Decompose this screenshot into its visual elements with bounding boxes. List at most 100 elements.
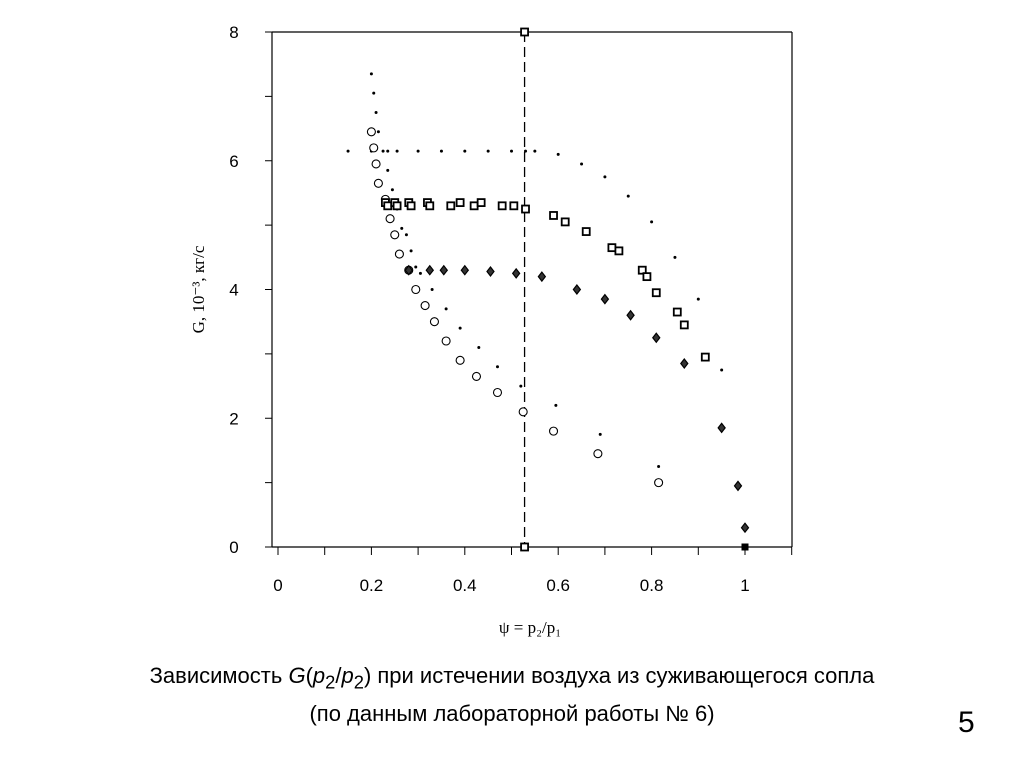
caption-line-2: (по данным лабораторной работы № 6) — [309, 701, 715, 727]
square-point — [607, 243, 617, 253]
diamond-point — [460, 264, 470, 276]
circle-point — [390, 230, 400, 240]
square-point — [406, 201, 416, 211]
diamond-point — [740, 522, 750, 534]
dot-point — [416, 149, 420, 153]
axis-tick-labels: 0 2 4 6 8 0 0.2 0.4 0.6 0.8 1 — [229, 23, 749, 595]
dot-point — [418, 271, 422, 275]
dot-point — [495, 365, 499, 369]
y-tick-label: 6 — [229, 152, 238, 171]
caption-p-a: p — [312, 663, 326, 688]
circle-point — [420, 301, 430, 311]
dot-point — [386, 168, 390, 172]
dot-point — [404, 233, 408, 237]
chart: 0 2 4 6 8 0 0.2 0.4 0.6 0.8 1 ψ = p₂/p₁ G, 10⁻³, к… — [189, 23, 793, 637]
dot-point — [400, 226, 404, 230]
dot-point — [510, 149, 513, 153]
dot-point — [556, 152, 560, 156]
dot-point — [374, 110, 378, 114]
square-point — [455, 198, 465, 207]
square-point — [614, 246, 624, 256]
dot-point — [395, 149, 399, 153]
dot-point — [376, 130, 380, 134]
dot-point — [603, 175, 607, 179]
caption-sub-b: 2 — [353, 671, 364, 693]
caption-slash: / — [335, 663, 342, 688]
dot-point — [650, 220, 654, 224]
square-point — [581, 227, 591, 236]
square-point — [509, 201, 519, 211]
diamond-point — [439, 264, 449, 276]
square-point — [392, 201, 402, 211]
dot-point — [414, 265, 418, 269]
dot-point — [458, 326, 462, 330]
square-point — [497, 201, 507, 211]
square-point — [476, 198, 486, 207]
dot-point — [696, 297, 700, 301]
square-point — [520, 27, 529, 37]
dot-point — [430, 288, 434, 291]
plot-frame — [271, 31, 793, 548]
circle-point — [371, 159, 381, 169]
square-point — [672, 307, 682, 317]
y-tick-label: 4 — [229, 281, 238, 300]
diamond-point — [733, 480, 743, 492]
axis-ticks — [265, 31, 793, 555]
y-tick-label: 2 — [229, 409, 238, 428]
dot-point — [477, 345, 481, 349]
circle-point — [373, 178, 383, 188]
square-point — [521, 204, 530, 214]
y-axis-title: G, 10⁻³, кг/с — [189, 245, 208, 333]
dot-point — [554, 403, 558, 407]
diamond-point — [511, 267, 521, 279]
square-point — [425, 201, 435, 211]
dot-point — [486, 149, 490, 153]
caption-paren-open: ( — [305, 663, 313, 688]
square-point — [469, 201, 479, 211]
caption-line-1: Зависимость G(p2/p2) при истечении возду… — [0, 660, 1024, 698]
caption-sub-a: 2 — [325, 671, 336, 693]
dot-point — [444, 307, 448, 311]
figure-caption: Зависимость G(p2/p2) при истечении возду… — [0, 660, 1024, 730]
dot-point — [533, 149, 537, 153]
dot-point — [524, 149, 528, 153]
circle-point — [654, 478, 664, 488]
diamond-point — [425, 264, 435, 276]
dot-point — [372, 91, 376, 95]
circle-point — [471, 371, 482, 381]
circle-point — [385, 214, 395, 224]
circle-point — [429, 317, 439, 327]
diamond-point — [680, 358, 689, 370]
dot-point — [598, 432, 602, 436]
y-tick-label: 0 — [229, 538, 238, 557]
caption-g-symbol: G — [288, 663, 306, 688]
square-point — [446, 201, 456, 211]
dot-point — [580, 162, 584, 166]
square-point — [549, 211, 558, 220]
dot-point — [439, 149, 443, 153]
x-tick-label: 1 — [740, 576, 749, 595]
circle-point — [366, 127, 376, 137]
diamond-point — [626, 309, 635, 321]
diamond-point — [486, 265, 495, 277]
dot-point — [409, 249, 413, 253]
dot-point — [720, 368, 724, 372]
dot-point — [463, 149, 467, 153]
slide-number: 5 — [958, 706, 975, 739]
dot-point — [381, 149, 385, 153]
circle-point — [369, 143, 379, 153]
diamond-point — [572, 284, 582, 295]
x-tick-label: 0.6 — [546, 576, 570, 595]
dot-point — [657, 465, 661, 469]
circle-point — [441, 336, 451, 346]
caption-prefix: Зависимость — [149, 663, 289, 688]
square-point — [700, 352, 710, 362]
dot-point — [390, 188, 394, 192]
circle-point — [548, 426, 559, 436]
dot-point — [626, 194, 630, 198]
dot-point — [673, 255, 677, 259]
x-tick-label: 0 — [273, 576, 282, 595]
diamond-point — [717, 422, 726, 434]
caption-rest: ) при истечении воздуха из суживающегося… — [363, 663, 875, 688]
dot-point — [386, 149, 390, 153]
